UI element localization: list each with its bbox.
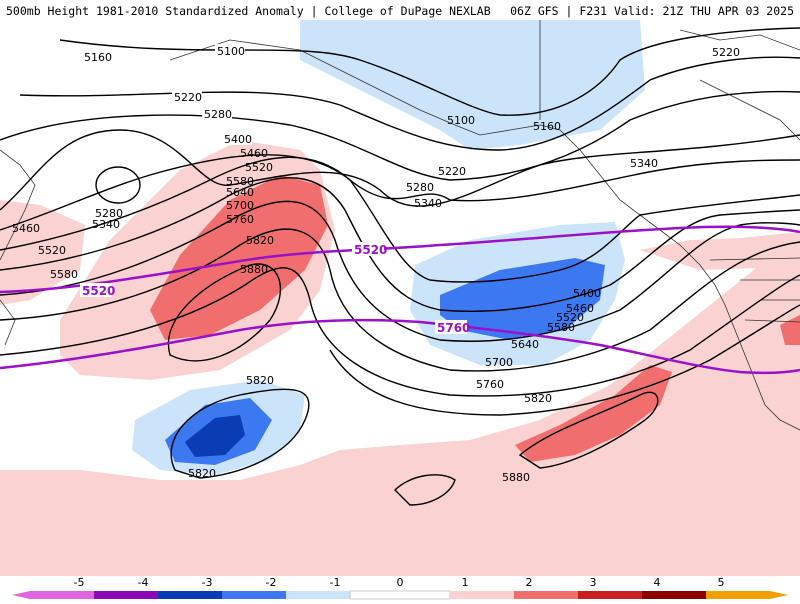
label-5700-b: 5700 <box>485 356 513 369</box>
label-5280-b2: 5280 <box>406 181 434 194</box>
label-5280-a: 5280 <box>204 108 232 121</box>
neg2-anomaly-trough <box>440 258 605 340</box>
cbar-arrow-left <box>12 591 30 599</box>
tick-neg3: -3 <box>201 576 213 589</box>
label-5460-b: 5460 <box>12 222 40 235</box>
tick-neg5: -5 <box>73 576 85 589</box>
label-5640-a: 5640 <box>226 186 254 199</box>
contour-labels: 5100 5160 5220 5280 5400 5460 5520 5580 … <box>12 44 740 484</box>
neg3-anomaly-midpac <box>185 415 245 457</box>
cbar-pos3 <box>578 591 642 599</box>
label-5460-c: 5460 <box>566 302 594 315</box>
pos-anomaly-south <box>0 245 800 576</box>
label-5820-d: 5820 <box>188 467 216 480</box>
label-5640-b: 5640 <box>511 338 539 351</box>
label-5340-d: 5340 <box>630 157 658 170</box>
cbar-pos5 <box>706 591 770 599</box>
label-5400-b: 5400 <box>573 287 601 300</box>
label-5580-c: 5580 <box>547 321 575 334</box>
neg-anomaly-alaska <box>300 20 645 150</box>
label-5160-b: 5160 <box>533 120 561 133</box>
tick-neg2: -2 <box>265 576 277 589</box>
label-5220-a: 5220 <box>174 91 202 104</box>
cbar-pos4 <box>642 591 706 599</box>
contour-5520-highlight <box>0 225 800 294</box>
label-5520-c: 5520 <box>556 311 584 324</box>
label-5820-c: 5820 <box>246 374 274 387</box>
model-run-info: 06Z GFS | F231 Valid: 21Z THU APR 03 202… <box>510 4 794 18</box>
tick-pos4: 4 <box>653 576 661 589</box>
label-5700-a: 5700 <box>226 199 254 212</box>
tick-zero: 0 <box>396 576 404 589</box>
pos2-anomaly-subtropic <box>515 365 672 462</box>
cbar-neg5 <box>30 591 94 599</box>
label-5820-a: 5820 <box>246 234 274 247</box>
highlight-label-5760: 5760 <box>437 321 470 335</box>
pos2-anomaly-ridge <box>150 175 328 340</box>
cbar-zero <box>349 590 451 600</box>
map-title: 500mb Height 1981-2010 Standardized Anom… <box>6 4 491 18</box>
cbar-pos1 <box>450 591 514 599</box>
cbar-neg2 <box>222 591 286 599</box>
cbar-neg1 <box>286 591 350 599</box>
colorbar-bar <box>12 590 788 600</box>
label-5880-a: 5880 <box>240 263 268 276</box>
label-5520-a: 5520 <box>245 161 273 174</box>
label-5820-b: 5820 <box>524 392 552 405</box>
highlight-label-5520-a: 5520 <box>82 284 115 298</box>
tick-pos1: 1 <box>461 576 469 589</box>
label-5760-b: 5760 <box>476 378 504 391</box>
label-5220-b: 5220 <box>438 165 466 178</box>
label-5220-c: 5220 <box>712 46 740 59</box>
tick-pos2: 2 <box>525 576 533 589</box>
label-5400-a: 5400 <box>224 133 252 146</box>
pos2-anomaly-mexico <box>780 315 800 345</box>
coastlines <box>0 20 800 431</box>
label-5100-b: 5100 <box>447 114 475 127</box>
tick-neg1: -1 <box>329 576 341 589</box>
map-header: 500mb Height 1981-2010 Standardized Anom… <box>0 0 800 20</box>
label-5100-a: 5100 <box>217 45 245 58</box>
label-5520-b: 5520 <box>38 244 66 257</box>
cbar-arrow-right <box>770 591 788 599</box>
anomaly-map: 5100 5160 5220 5280 5400 5460 5520 5580 … <box>0 20 800 576</box>
label-5580-a: 5580 <box>226 175 254 188</box>
label-5340-c: 5340 <box>414 197 442 210</box>
tick-pos5: 5 <box>717 576 725 589</box>
label-5340-b: 5340 <box>92 218 120 231</box>
tick-pos3: 3 <box>589 576 597 589</box>
label-5280-b: 5280 <box>95 207 123 220</box>
label-5460-a: 5460 <box>240 147 268 160</box>
label-5760-a: 5760 <box>226 213 254 226</box>
pos-anomaly-west <box>0 200 85 305</box>
highlight-label-5520-b: 5520 <box>354 243 387 257</box>
highlight-labels: 5520 5520 5760 <box>80 242 470 335</box>
label-5160-a: 5160 <box>84 51 112 64</box>
anomaly-colorbar: -5 -4 -3 -2 -1 0 1 2 3 4 5 <box>0 576 800 600</box>
cbar-pos2 <box>514 591 578 599</box>
height-contours <box>0 27 800 506</box>
label-5880-b: 5880 <box>502 471 530 484</box>
label-5580-b: 5580 <box>50 268 78 281</box>
cbar-neg4 <box>94 591 158 599</box>
cbar-neg3 <box>158 591 222 599</box>
tick-neg4: -4 <box>137 576 149 589</box>
